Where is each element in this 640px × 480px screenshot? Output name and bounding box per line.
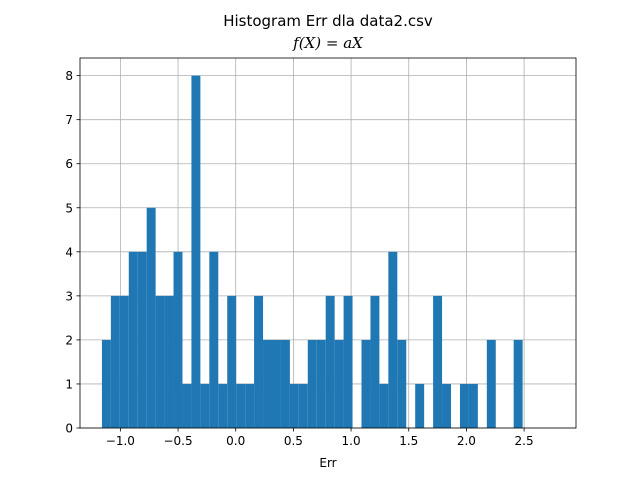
histogram-bar [209,251,219,428]
histogram-bar [271,339,281,428]
x-tick-label: 2.5 [515,434,534,448]
y-tick-label: 0 [65,422,73,436]
histogram-bar [298,383,308,428]
histogram-bar [334,339,344,428]
histogram-bar [128,251,138,428]
y-tick-label: 8 [65,69,73,83]
x-tick-label: 0.5 [284,434,303,448]
histogram-bar [155,295,165,428]
x-axis-ticks: −1.0 −0.5 0.0 0.5 1.0 1.5 2.0 2.5 [106,428,534,448]
histogram-bar [245,383,255,428]
y-tick-label: 4 [65,245,73,259]
histogram-bar [343,295,353,428]
x-tick-label: −0.5 [163,434,192,448]
x-tick-label: 0.0 [226,434,245,448]
histogram-bar [200,383,210,428]
histogram-bar [433,295,443,428]
histogram-bar [397,339,407,428]
y-tick-label: 7 [65,113,73,127]
histogram-bar [468,383,478,428]
histogram-bar [254,295,264,428]
histogram-bar [263,339,272,428]
chart-title: Histogram Err dla data2.csv [223,12,433,30]
histogram-bar [227,295,237,428]
histogram-bar [370,295,380,428]
chart-subtitle: f(X) = aX [292,34,364,52]
histogram-bar [459,383,469,428]
histogram-bar [388,251,398,428]
histogram-bar [361,339,371,428]
x-tick-label: 2.0 [457,434,476,448]
histogram-bar [182,383,192,428]
y-tick-label: 2 [65,333,73,347]
y-axis-ticks: 0 1 2 3 4 5 6 7 8 [65,69,80,436]
histogram-bar [513,339,523,428]
histogram-bar [173,251,183,428]
histogram-bar [289,383,299,428]
histogram-bar [110,295,120,428]
histogram-bar [325,295,335,428]
histogram-bar [164,295,174,428]
histogram-bar [119,295,129,428]
histogram-bar [307,339,317,428]
histogram-bar [191,75,201,428]
histogram-bar [146,207,156,428]
y-tick-label: 6 [65,157,73,171]
histogram-bar [101,339,111,428]
histogram-bar [442,383,452,428]
y-tick-label: 5 [65,201,73,215]
histogram-bar [379,383,389,428]
x-axis-label: Err [319,456,336,470]
histogram-bar [486,339,496,428]
x-tick-label: 1.0 [342,434,361,448]
y-tick-label: 1 [65,377,73,391]
histogram-bar [236,383,246,428]
x-tick-label: −1.0 [106,434,135,448]
histogram-bar [218,383,228,428]
x-tick-label: 1.5 [399,434,418,448]
histogram-bar [280,339,290,428]
y-tick-label: 3 [65,289,73,303]
histogram-bar [137,251,147,428]
histogram-bars [101,75,523,428]
histogram-bar [316,339,326,428]
plot-frame [79,57,577,429]
histogram-bar [415,383,425,428]
